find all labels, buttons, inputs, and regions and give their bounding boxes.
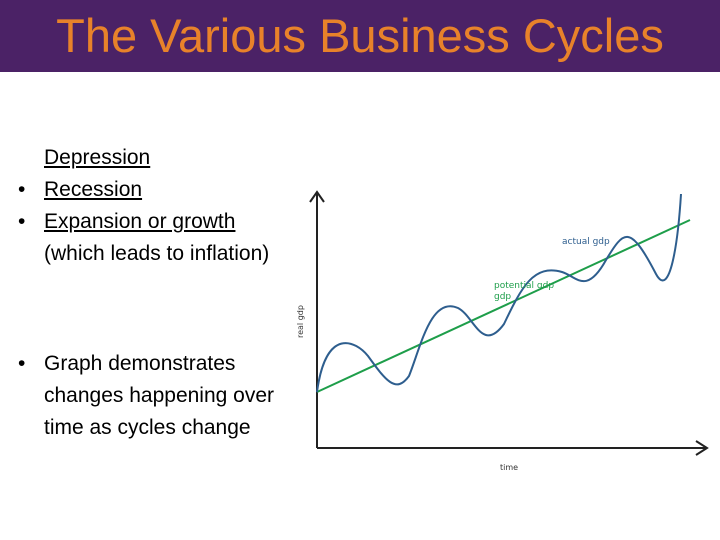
actual-gdp-line <box>316 193 682 393</box>
business-cycle-graph: actual gdp potential gdp gdp real gdp ti… <box>286 176 716 476</box>
y-axis-label: real gdp <box>296 305 305 338</box>
bullet-marker: • <box>18 352 26 375</box>
spacer <box>18 270 288 348</box>
y-axis-arrow-icon <box>309 190 325 203</box>
bullet-item-recession: • Recession <box>18 174 288 206</box>
bullet-text: Recession <box>44 178 143 201</box>
bullet-marker: • <box>18 210 26 233</box>
bullet-item-depression: Depression <box>18 142 288 174</box>
potential-gdp-line <box>316 219 691 393</box>
actual-gdp-label: actual gdp <box>562 237 610 247</box>
bullet-text: Depression <box>44 146 151 169</box>
bullet-text: Expansion or growth <box>44 210 236 233</box>
bullet-item-expansion: • Expansion or growth (which leads to in… <box>18 206 288 270</box>
bullet-marker: • <box>18 178 26 201</box>
x-axis-arrow-icon <box>695 440 709 456</box>
x-axis-label: time <box>500 463 518 472</box>
bullet-text: Graph demonstrates changes happening ove… <box>44 352 275 439</box>
bullet-text-continued: (which leads to inflation) <box>44 242 270 265</box>
potential-gdp-label: potential gdp <box>494 281 554 291</box>
bullet-list: Depression • Recession • Expansion or gr… <box>18 142 288 444</box>
bullet-item-graph-note: • Graph demonstrates changes happening o… <box>18 348 288 444</box>
title-bar: The Various Business Cycles <box>0 0 720 72</box>
potential-gdp-label-line2: gdp <box>494 292 511 302</box>
slide-title: The Various Business Cycles <box>56 9 664 62</box>
graph-svg: actual gdp potential gdp gdp real gdp ti… <box>296 190 709 472</box>
